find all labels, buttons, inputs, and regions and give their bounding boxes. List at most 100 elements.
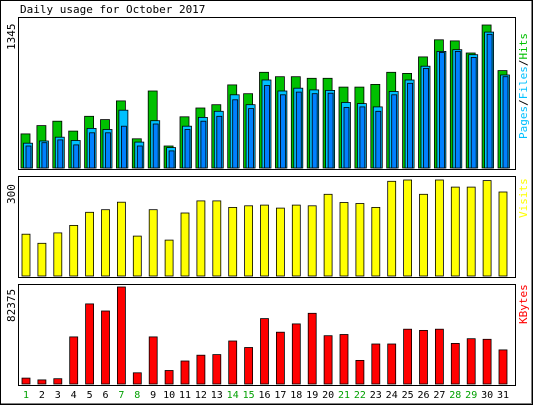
pages-bar — [168, 150, 175, 169]
kbytes-bar — [132, 372, 142, 385]
kbytes-bar — [419, 329, 428, 385]
visits-bar — [466, 186, 476, 277]
visits-bar — [37, 242, 47, 277]
visits-bar — [275, 207, 285, 277]
pages-bar — [423, 68, 429, 169]
x-tick-label: 22 — [354, 390, 366, 401]
ylabel-part-hits: Hits — [517, 33, 530, 60]
panel1-ylabel: Pages/Files/Hits — [517, 33, 530, 139]
kbytes-bar — [291, 323, 301, 385]
x-tick-label: 16 — [258, 390, 270, 401]
panel3-ylabel: KBytes — [517, 284, 530, 324]
visits-bar — [228, 206, 238, 277]
visits-bar — [434, 179, 444, 277]
x-tick-label: 9 — [150, 390, 156, 401]
x-tick-label: 7 — [118, 390, 124, 401]
x-tick-label: 3 — [55, 390, 61, 401]
x-tick-label: 27 — [433, 390, 445, 401]
ylabel-part-slash-1: / — [517, 99, 530, 106]
visits-bar — [498, 191, 508, 277]
chart-title: Daily usage for October 2017 — [20, 3, 205, 16]
x-tick-label: 24 — [386, 390, 398, 401]
kbytes-bar — [355, 359, 365, 385]
visits-bar — [196, 200, 206, 277]
x-tick-label: 5 — [87, 390, 93, 401]
x-tick-label: 28 — [449, 390, 461, 401]
pages-bar — [438, 52, 445, 169]
x-tick-label: 13 — [211, 390, 223, 401]
x-tick-label: 8 — [134, 390, 140, 401]
visits-bar — [323, 193, 333, 277]
kbytes-bar — [260, 318, 269, 385]
kbytes-bar — [180, 360, 190, 385]
ylabel-part-slash-2: / — [517, 60, 530, 67]
pages-bar — [121, 125, 127, 169]
x-tick-label: 10 — [163, 390, 175, 401]
x-tick-label: 18 — [290, 390, 302, 401]
pages-bar — [89, 132, 95, 169]
visits-bar — [212, 200, 222, 277]
panel2-ylabel: Visits — [517, 178, 530, 218]
pages-bar — [470, 57, 477, 169]
visits-bar — [117, 201, 126, 277]
visits-bar — [403, 179, 413, 277]
x-tick-label: 11 — [179, 390, 191, 401]
visits-bar — [85, 211, 94, 277]
x-tick-label: 23 — [370, 390, 382, 401]
x-tick-label: 14 — [227, 390, 239, 401]
visits-bar — [260, 204, 269, 277]
pages-bar — [73, 144, 80, 169]
pages-bar — [200, 120, 207, 169]
kbytes-bar — [53, 378, 63, 385]
x-tick-label: 12 — [195, 390, 207, 401]
x-tick-label: 31 — [497, 390, 509, 401]
pages-bar — [311, 93, 318, 169]
kbytes-bar — [339, 334, 349, 385]
kbytes-bar — [69, 336, 79, 385]
pages-bar — [327, 92, 334, 169]
panel1-ymax-label: 1345 — [5, 24, 18, 51]
visits-bar — [53, 232, 63, 277]
x-tick-label: 15 — [243, 390, 255, 401]
kbytes-bar — [450, 342, 460, 385]
kbytes-bar — [244, 347, 254, 385]
kbytes-bar — [466, 338, 476, 385]
kbytes-bar — [228, 340, 238, 385]
pages-bar — [407, 82, 414, 169]
pages-bar — [136, 145, 143, 169]
x-tick-label: 6 — [102, 390, 108, 401]
pages-bar — [279, 94, 286, 169]
visits-bar — [419, 193, 428, 277]
kbytes-bar — [212, 354, 222, 385]
pages-bar — [295, 91, 302, 169]
visits-bar — [244, 205, 254, 277]
x-tick-label: 4 — [71, 390, 77, 401]
kbytes-bar — [307, 312, 317, 385]
x-tick-label: 25 — [402, 390, 414, 401]
kbytes-bar — [387, 343, 397, 385]
visits-bar — [180, 212, 190, 277]
kbytes-bar — [403, 328, 413, 385]
pages-bar — [502, 76, 509, 169]
kbytes-bar — [498, 349, 508, 385]
ylabel-part-pages: Pages — [517, 106, 530, 139]
visits-bar — [387, 180, 397, 277]
bars-layer — [20, 24, 510, 385]
kbytes-bar — [164, 370, 174, 385]
visits-bar — [355, 203, 365, 277]
visits-bar — [21, 233, 31, 277]
pages-bar — [248, 108, 255, 169]
pages-bar — [184, 129, 191, 169]
visits-bar — [164, 239, 174, 277]
kbytes-bar — [196, 354, 206, 385]
pages-bar — [41, 142, 48, 169]
kbytes-bar — [148, 336, 158, 385]
pages-bar — [25, 145, 32, 169]
pages-bar — [391, 94, 398, 169]
x-tick-label: 20 — [322, 390, 334, 401]
pages-bar — [232, 99, 239, 169]
pages-bar — [216, 115, 223, 169]
x-tick-labels: 1 2 3 4 5 6 7 8 9 10 11 12 13 14 15 16 17 18 19 20 21 22 23 24 2… — [23, 390, 509, 401]
kbytes-bar — [323, 335, 333, 385]
